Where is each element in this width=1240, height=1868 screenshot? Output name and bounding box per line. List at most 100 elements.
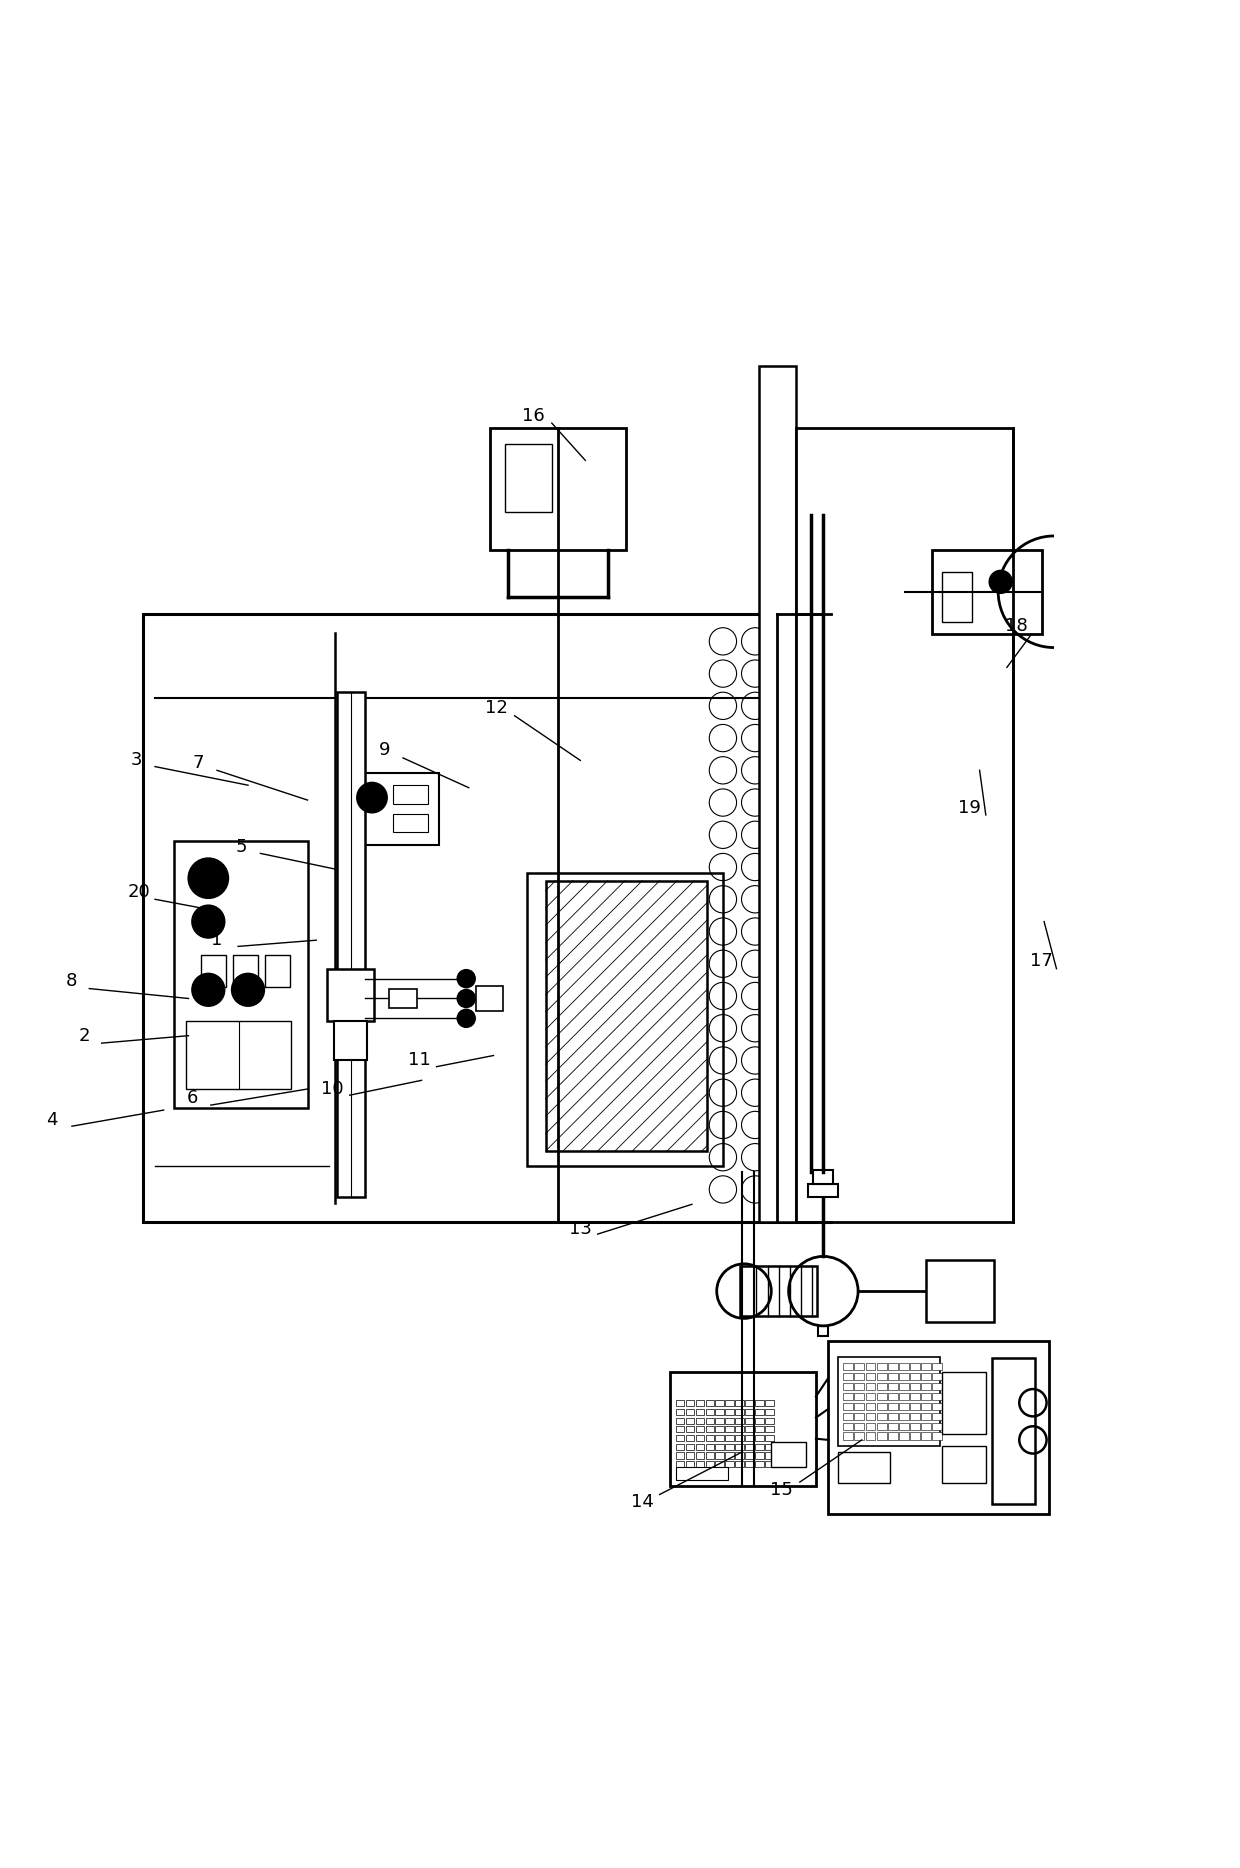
Bar xyxy=(877,1394,887,1401)
Bar xyxy=(838,1356,940,1446)
Text: 1: 1 xyxy=(211,932,223,949)
Bar xyxy=(843,1433,853,1440)
Bar xyxy=(888,1423,898,1431)
Bar xyxy=(696,1444,704,1450)
Bar xyxy=(921,1433,931,1440)
Bar xyxy=(265,955,290,988)
Bar xyxy=(715,1461,724,1466)
Bar xyxy=(854,1412,864,1420)
Bar xyxy=(725,1444,734,1450)
Bar xyxy=(921,1364,931,1371)
Bar xyxy=(765,1418,774,1423)
Bar xyxy=(866,1394,875,1401)
Bar xyxy=(765,1444,774,1450)
Bar xyxy=(899,1423,909,1431)
Bar xyxy=(866,1403,875,1410)
Bar xyxy=(755,1461,764,1466)
Bar xyxy=(854,1373,864,1380)
Text: 18: 18 xyxy=(1006,618,1028,635)
Text: 11: 11 xyxy=(408,1052,430,1070)
Bar xyxy=(755,1444,764,1450)
Bar xyxy=(932,1412,942,1420)
Bar xyxy=(527,872,723,1166)
Bar xyxy=(932,1403,942,1410)
Bar xyxy=(686,1427,694,1433)
Bar xyxy=(843,1364,853,1371)
Bar xyxy=(676,1444,684,1450)
Text: 8: 8 xyxy=(66,971,78,990)
Bar xyxy=(725,1435,734,1440)
Text: 10: 10 xyxy=(321,1080,343,1098)
Bar xyxy=(899,1394,909,1401)
Bar xyxy=(932,1423,942,1431)
Bar xyxy=(696,1451,704,1459)
Bar xyxy=(143,615,831,1222)
Bar xyxy=(334,1020,367,1061)
Bar xyxy=(686,1408,694,1416)
Bar xyxy=(676,1435,684,1440)
Bar xyxy=(676,1401,684,1407)
Bar xyxy=(932,1382,942,1390)
Bar xyxy=(706,1408,714,1416)
Bar xyxy=(843,1403,853,1410)
Bar xyxy=(725,1401,734,1407)
Bar xyxy=(745,1461,754,1466)
Bar xyxy=(696,1427,704,1433)
Bar xyxy=(735,1427,744,1433)
Bar xyxy=(715,1435,724,1440)
Bar xyxy=(706,1427,714,1433)
Bar xyxy=(866,1412,875,1420)
Bar xyxy=(866,1364,875,1371)
Bar xyxy=(942,1446,986,1483)
Circle shape xyxy=(990,572,1012,592)
Bar xyxy=(854,1423,864,1431)
Bar xyxy=(745,1451,754,1459)
Text: 9: 9 xyxy=(378,742,391,760)
Bar xyxy=(910,1433,920,1440)
Bar xyxy=(706,1444,714,1450)
Bar xyxy=(735,1461,744,1466)
Bar xyxy=(888,1412,898,1420)
Bar xyxy=(686,1401,694,1407)
Bar xyxy=(546,880,707,1151)
Circle shape xyxy=(458,1009,475,1027)
Text: 4: 4 xyxy=(46,1111,58,1128)
Bar xyxy=(921,1373,931,1380)
Circle shape xyxy=(458,990,475,1007)
Bar xyxy=(765,1451,774,1459)
Text: 19: 19 xyxy=(959,798,981,816)
Bar xyxy=(715,1427,724,1433)
Text: 2: 2 xyxy=(78,1027,91,1044)
Bar xyxy=(725,1418,734,1423)
Bar xyxy=(932,549,1042,633)
Text: 15: 15 xyxy=(770,1481,792,1498)
Bar xyxy=(735,1444,744,1450)
Bar xyxy=(828,1341,1049,1515)
Bar xyxy=(888,1382,898,1390)
Bar xyxy=(740,1267,817,1315)
Bar xyxy=(389,988,417,1009)
Bar xyxy=(393,814,428,833)
Bar xyxy=(725,1461,734,1466)
Bar xyxy=(759,366,796,1222)
Text: 17: 17 xyxy=(1030,953,1053,969)
Bar xyxy=(233,955,258,988)
Bar xyxy=(686,1418,694,1423)
Text: 13: 13 xyxy=(569,1220,591,1238)
Bar xyxy=(715,1444,724,1450)
Bar xyxy=(866,1373,875,1380)
Bar xyxy=(796,428,1013,1222)
Bar xyxy=(715,1451,724,1459)
Bar xyxy=(696,1408,704,1416)
Bar xyxy=(686,1435,694,1440)
Bar xyxy=(350,773,439,844)
Bar xyxy=(755,1435,764,1440)
Bar xyxy=(877,1364,887,1371)
Bar xyxy=(676,1418,684,1423)
Bar xyxy=(854,1364,864,1371)
Bar xyxy=(942,1371,986,1435)
Text: 12: 12 xyxy=(485,699,507,717)
Bar xyxy=(393,785,428,803)
Text: 7: 7 xyxy=(192,755,205,771)
Bar xyxy=(745,1408,754,1416)
